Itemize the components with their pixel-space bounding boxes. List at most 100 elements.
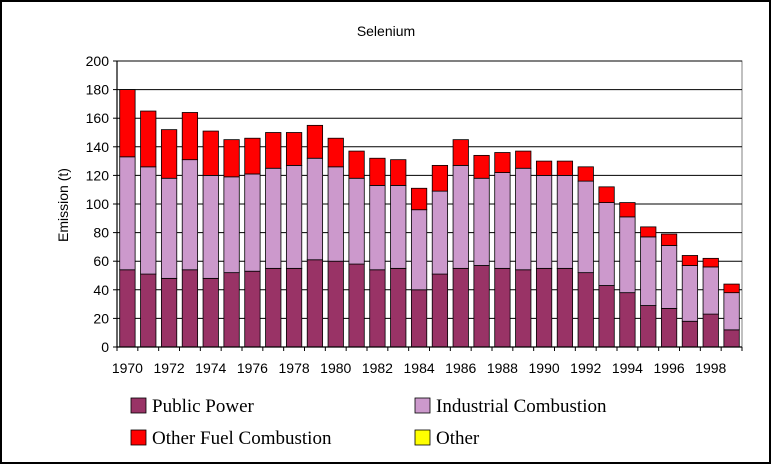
bar-segment-industrial-combustion-1981: [348, 177, 365, 265]
x-tick-label: 1970: [112, 360, 143, 376]
bar-segment-industrial-combustion-1986: [452, 164, 469, 269]
x-tick-label: 1972: [154, 360, 185, 376]
bar-segment-public-power-1993: [598, 285, 615, 348]
legend-label-other-fuel-combustion: Other Fuel Combustion: [152, 428, 332, 449]
bar-segment-industrial-combustion-1994: [619, 216, 636, 294]
bar-segment-other-fuel-combustion-1990: [535, 160, 553, 176]
bar-segment-other-fuel-combustion-1993: [598, 186, 615, 203]
bar-segment-other-fuel-combustion-1988: [494, 152, 511, 173]
bar-segment-public-power-1977: [265, 267, 282, 348]
bar-segment-other-fuel-combustion-1996: [660, 233, 678, 246]
bar-segment-public-power-1992: [577, 272, 594, 348]
bar-segment-public-power-1976: [244, 270, 261, 348]
bar-segment-industrial-combustion-1989: [515, 167, 532, 271]
bar-segment-industrial-combustion-1993: [598, 202, 615, 286]
bar-segment-industrial-combustion-1973: [181, 159, 199, 271]
bar-segment-industrial-combustion-1970: [119, 156, 136, 271]
y-tick-label: 20: [93, 310, 109, 326]
bar-segment-public-power-1983: [390, 267, 407, 348]
bar-segment-public-power-1991: [556, 267, 574, 348]
y-tick-label: 0: [101, 339, 109, 355]
bar-segment-public-power-1997: [681, 320, 699, 348]
bar-segment-other-fuel-combustion-1987: [473, 154, 490, 179]
bar-segment-industrial-combustion-1975: [223, 176, 240, 274]
bar-segment-industrial-combustion-1984: [410, 209, 428, 291]
bar-segment-industrial-combustion-1992: [577, 180, 594, 274]
bar-segment-public-power-1995: [640, 305, 657, 348]
x-tick-label: 1992: [570, 360, 601, 376]
legend-label-public-power: Public Power: [152, 396, 255, 417]
bars: [119, 89, 740, 348]
x-tick-label: 1984: [404, 360, 435, 376]
bar-segment-industrial-combustion-1977: [265, 167, 282, 269]
x-tick-label: 1982: [362, 360, 393, 376]
bar-segment-industrial-combustion-1990: [535, 174, 553, 269]
bar-segment-other-fuel-combustion-1980: [327, 137, 344, 168]
bar-segment-industrial-combustion-1997: [681, 265, 699, 322]
bar-segment-public-power-1996: [660, 307, 678, 348]
bar-segment-industrial-combustion-1976: [244, 173, 261, 272]
x-tick-label: 1996: [654, 360, 685, 376]
bar-segment-industrial-combustion-1998: [702, 266, 719, 315]
bar-segment-public-power-1981: [348, 263, 365, 348]
bar-segment-public-power-1999: [723, 329, 740, 348]
bar-segment-public-power-1978: [285, 267, 303, 348]
bar-segment-public-power-1982: [369, 269, 386, 348]
bar-segment-industrial-combustion-1978: [285, 164, 303, 269]
bar-segment-public-power-1986: [452, 267, 469, 348]
bar-segment-industrial-combustion-1995: [640, 236, 657, 306]
bar-segment-public-power-1971: [140, 273, 157, 348]
bar-segment-other-fuel-combustion-1971: [140, 110, 157, 168]
bar-segment-public-power-1989: [515, 269, 532, 348]
bar-segment-other-fuel-combustion-1981: [348, 150, 365, 179]
bar-segment-other-fuel-combustion-1989: [515, 150, 532, 169]
y-tick-label: 180: [86, 82, 110, 98]
y-tick-label: 40: [93, 282, 109, 298]
bar-segment-other-fuel-combustion-1972: [160, 129, 178, 179]
bar-segment-public-power-1980: [327, 260, 344, 348]
bar-segment-other-fuel-combustion-1970: [119, 89, 136, 158]
gridlines: [116, 60, 743, 348]
bar-segment-industrial-combustion-1983: [390, 185, 407, 269]
bar-segment-public-power-1975: [223, 272, 240, 348]
bar-segment-industrial-combustion-1971: [140, 166, 157, 275]
bar-segment-industrial-combustion-1985: [431, 190, 449, 275]
axes: 0 20 40 60 80 100 120 140 160 180 200 1970 1972 1974 1…: [86, 53, 743, 376]
bar-segment-other-fuel-combustion-1973: [181, 112, 199, 161]
bar-segment-industrial-combustion-1996: [660, 245, 678, 309]
bar-segment-other-fuel-combustion-1984: [410, 187, 428, 211]
bar-segment-industrial-combustion-1987: [473, 177, 490, 266]
bar-segment-other-fuel-combustion-1998: [702, 257, 719, 268]
bar-segment-other-fuel-combustion-1976: [244, 137, 261, 175]
x-tick-label: 1994: [612, 360, 643, 376]
bar-segment-industrial-combustion-1991: [556, 174, 574, 269]
bar-segment-other-fuel-combustion-1999: [723, 283, 740, 294]
x-tick-label: 1988: [487, 360, 518, 376]
bar-segment-public-power-1985: [431, 273, 449, 348]
bar-segment-other-fuel-combustion-1995: [640, 226, 657, 238]
bar-segment-other-fuel-combustion-1975: [223, 139, 240, 178]
bar-segment-other-fuel-combustion-1997: [681, 255, 699, 266]
y-tick-label: 120: [86, 167, 110, 183]
bar-segment-public-power-1998: [702, 313, 719, 348]
bar-segment-industrial-combustion-1972: [160, 177, 178, 279]
bar-segment-public-power-1972: [160, 277, 178, 348]
x-tick-label: 1978: [279, 360, 310, 376]
x-tick-label: 1980: [320, 360, 351, 376]
x-tick-label: 1976: [237, 360, 268, 376]
bar-segment-public-power-1979: [306, 259, 324, 348]
bar-segment-industrial-combustion-1999: [723, 292, 740, 331]
y-tick-label: 160: [86, 110, 110, 126]
bar-segment-other-fuel-combustion-1994: [619, 202, 636, 218]
bar-segment-other-fuel-combustion-1985: [431, 164, 449, 192]
bar-segment-other-fuel-combustion-1974: [202, 130, 219, 176]
legend-swatch-other-fuel-combustion: [130, 429, 147, 446]
bar-segment-public-power-1973: [181, 269, 199, 348]
bar-segment-other-fuel-combustion-1986: [452, 139, 469, 166]
y-tick-label: 200: [86, 53, 110, 69]
x-tick-label: 1986: [445, 360, 476, 376]
y-tick-label: 60: [93, 253, 109, 269]
bar-segment-other-fuel-combustion-1982: [369, 157, 386, 186]
bar-segment-public-power-1974: [202, 277, 219, 348]
